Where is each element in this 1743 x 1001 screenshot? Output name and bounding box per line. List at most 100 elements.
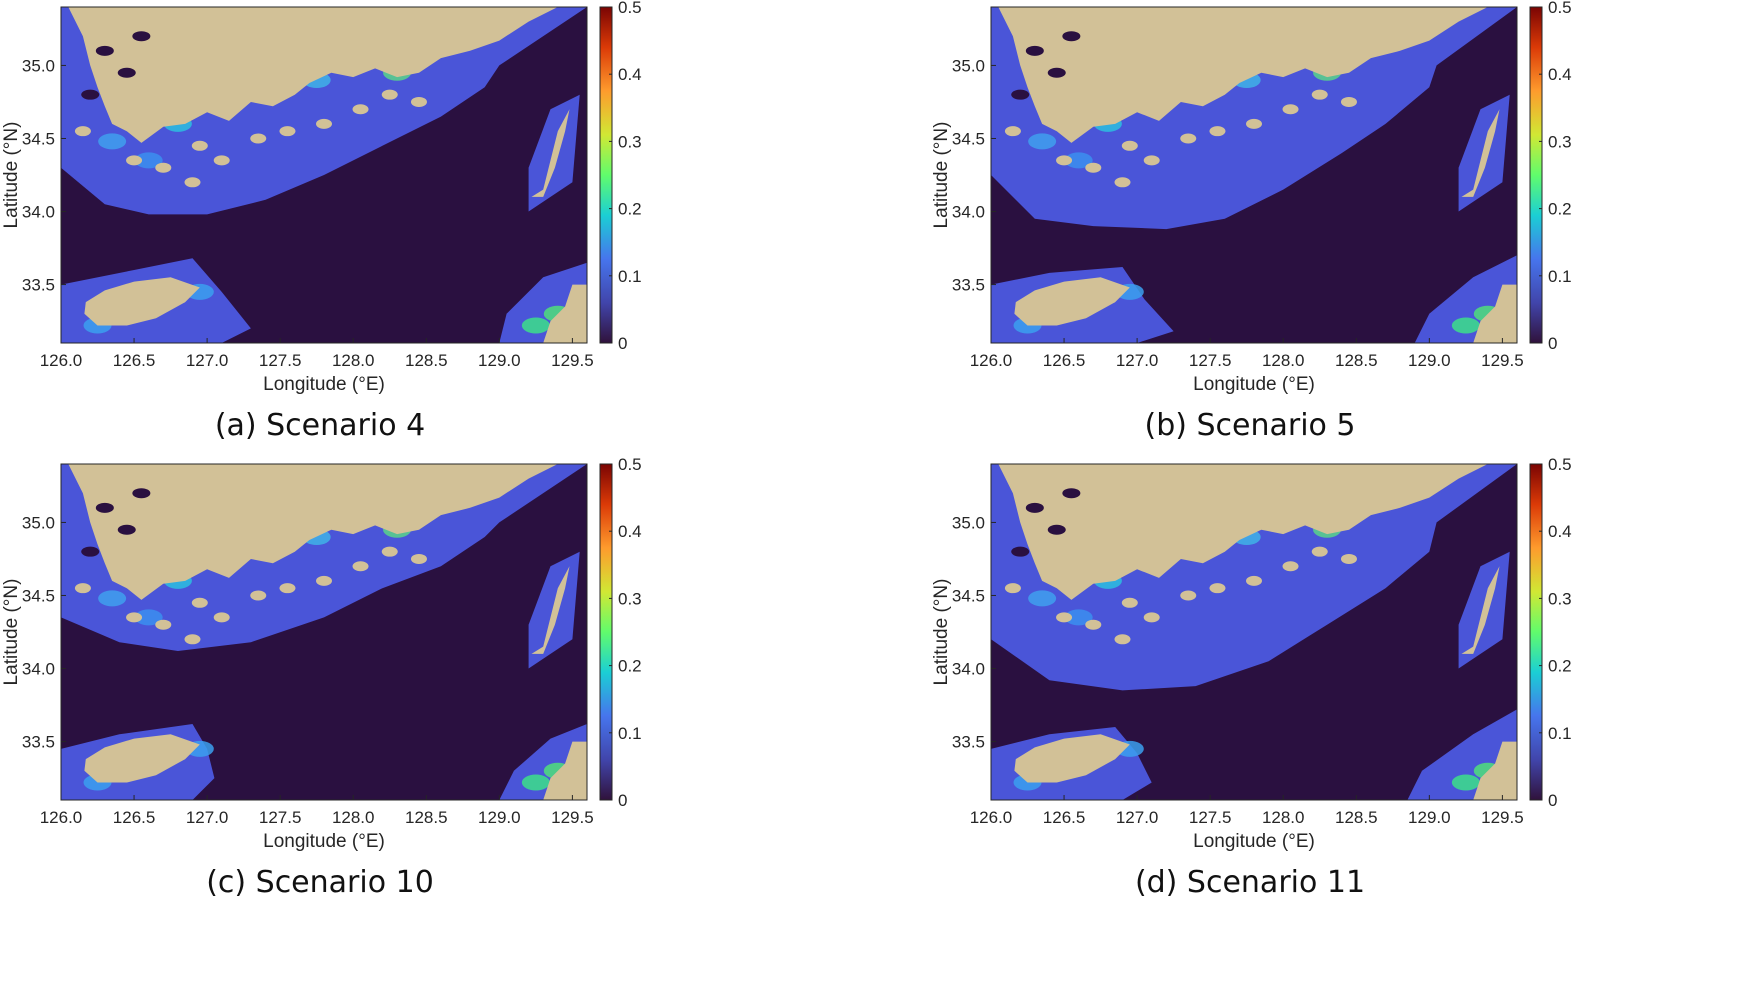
y-tick-label: 33.5 xyxy=(952,733,985,752)
coastal-inlet xyxy=(1025,502,1044,513)
map-panel-scenario-10: 126.0 126.5 127.0 127.5 128.0 128.5 129.0 129.5… xyxy=(0,455,830,957)
colorbar-tick-label: 0.1 xyxy=(1548,267,1572,286)
concentration-hotspot xyxy=(134,152,163,169)
x-tick-label: 126.0 xyxy=(40,808,83,827)
x-tick-label: 128.5 xyxy=(405,351,448,370)
axes-frame xyxy=(990,6,1518,344)
x-tick-label: 127.0 xyxy=(1116,808,1159,827)
land-tsushima-island xyxy=(531,566,570,654)
land-korean-peninsula xyxy=(68,464,558,600)
land-island xyxy=(1056,155,1073,166)
land-tsushima-island xyxy=(1461,109,1500,197)
land-island xyxy=(1246,575,1262,586)
land-kyushu-coast xyxy=(1473,284,1517,343)
land-island xyxy=(1340,96,1357,107)
x-axis-label: Longitude (°E) xyxy=(1193,831,1315,852)
x-tick-label: 129.0 xyxy=(1408,808,1451,827)
coastal-inlet xyxy=(95,502,114,513)
y-tick-label: 33.5 xyxy=(952,276,985,295)
land-island xyxy=(1340,553,1357,564)
panel-caption: (c) Scenario 10 xyxy=(206,865,434,900)
x-tick-label: 127.5 xyxy=(259,351,302,370)
x-tick-label: 129.0 xyxy=(478,351,521,370)
land-island xyxy=(1114,634,1131,645)
land-island xyxy=(250,133,267,144)
panel-caption: (a) Scenario 4 xyxy=(214,408,426,443)
colorbar-tick-label: 0.5 xyxy=(1548,0,1572,17)
panel-caption: (b) Scenario 5 xyxy=(1144,408,1356,443)
colorbar-tick-label: 0.2 xyxy=(618,657,642,676)
land-island xyxy=(279,583,296,594)
map-panel-scenario-11: 126.0 126.5 127.0 127.5 128.0 128.5 129.0 129.5… xyxy=(930,455,1743,957)
land-island xyxy=(1311,89,1328,100)
land-jeju-island xyxy=(1014,734,1130,783)
land-island xyxy=(1209,126,1226,137)
y-tick-label: 34.0 xyxy=(952,203,985,222)
x-tick-label: 129.5 xyxy=(1481,351,1524,370)
colorbar-tick-label: 0.4 xyxy=(618,65,642,84)
map-area xyxy=(991,464,1517,800)
colorbar-tick-label: 0 xyxy=(1548,334,1557,353)
land-island xyxy=(1180,590,1197,601)
land-island xyxy=(1085,619,1102,630)
land-island xyxy=(74,583,91,594)
x-axis-label: Longitude (°E) xyxy=(263,831,385,852)
x-tick-label: 126.5 xyxy=(1043,351,1086,370)
coastal-inlet xyxy=(1011,89,1030,100)
map-panel-scenario-4: 126.0 126.5 127.0 127.5 128.0 128.5 129.0 129.5… xyxy=(0,0,830,500)
x-axis-label: Longitude (°E) xyxy=(1193,374,1315,395)
land-island xyxy=(1282,561,1299,572)
x-tick-label: 129.5 xyxy=(551,351,594,370)
colorbar-tick-label: 0.1 xyxy=(618,267,642,286)
x-tick-label: 128.5 xyxy=(1335,351,1378,370)
axes-frame xyxy=(60,6,588,344)
land-island xyxy=(126,155,143,166)
land-kyushu-coast xyxy=(543,741,587,800)
y-axis-label: Latitude (°N) xyxy=(1,579,22,686)
concentration-hotspot xyxy=(1064,152,1093,169)
colorbar-tick-label: 0.4 xyxy=(618,522,642,541)
y-tick-label: 35.0 xyxy=(22,513,55,532)
land-island xyxy=(381,546,398,557)
concentration-hotspot xyxy=(98,590,127,607)
concentration-hotspot xyxy=(1064,609,1093,626)
colorbar-tick-label: 0.5 xyxy=(618,0,642,17)
colorbar-tick-label: 0.2 xyxy=(618,200,642,219)
x-axis-label: Longitude (°E) xyxy=(263,374,385,395)
x-tick-label: 128.0 xyxy=(1262,351,1305,370)
land-tsushima-island xyxy=(1461,566,1500,654)
map-area xyxy=(61,464,587,800)
colorbar xyxy=(1529,6,1543,344)
coastal-inlet xyxy=(95,45,114,56)
x-tick-label: 126.5 xyxy=(1043,808,1086,827)
land-island xyxy=(352,104,369,115)
land-island xyxy=(381,89,398,100)
x-tick-label: 127.0 xyxy=(186,351,229,370)
y-tick-label: 34.0 xyxy=(22,203,55,222)
land-island xyxy=(1056,612,1073,623)
concentration-hotspot xyxy=(98,133,127,150)
colorbar-tick-label: 0.1 xyxy=(618,724,642,743)
coastal-inlet xyxy=(117,524,136,535)
land-island xyxy=(316,575,332,586)
y-tick-label: 34.0 xyxy=(952,660,985,679)
y-tick-label: 35.0 xyxy=(952,513,985,532)
x-tick-label: 127.0 xyxy=(186,808,229,827)
x-tick-label: 126.5 xyxy=(113,351,156,370)
y-tick-label: 35.0 xyxy=(22,56,55,75)
coastal-inlet xyxy=(1025,45,1044,56)
land-island xyxy=(1143,155,1160,166)
land-island xyxy=(126,612,143,623)
coastal-inlet xyxy=(1062,488,1081,499)
concentration-hotspot xyxy=(134,609,163,626)
axes-frame xyxy=(60,463,588,801)
land-jeju-island xyxy=(84,277,200,326)
y-tick-label: 34.5 xyxy=(952,586,985,605)
concentration-hotspot xyxy=(1451,774,1480,791)
y-tick-label: 35.0 xyxy=(952,56,985,75)
x-tick-label: 129.0 xyxy=(1408,351,1451,370)
concentration-hotspot xyxy=(1028,133,1057,150)
colorbar-tick-label: 0.3 xyxy=(1548,132,1572,151)
concentration-hotspot xyxy=(1451,317,1480,334)
concentration-hotspot xyxy=(521,317,550,334)
